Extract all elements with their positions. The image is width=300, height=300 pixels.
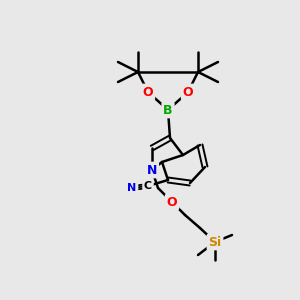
- Text: O: O: [167, 196, 177, 208]
- Text: O: O: [143, 85, 153, 98]
- Text: N: N: [128, 183, 136, 193]
- Text: B: B: [163, 103, 173, 116]
- Text: O: O: [183, 85, 193, 98]
- Text: C: C: [144, 181, 152, 191]
- Text: N: N: [147, 164, 157, 176]
- Text: Si: Si: [208, 236, 222, 248]
